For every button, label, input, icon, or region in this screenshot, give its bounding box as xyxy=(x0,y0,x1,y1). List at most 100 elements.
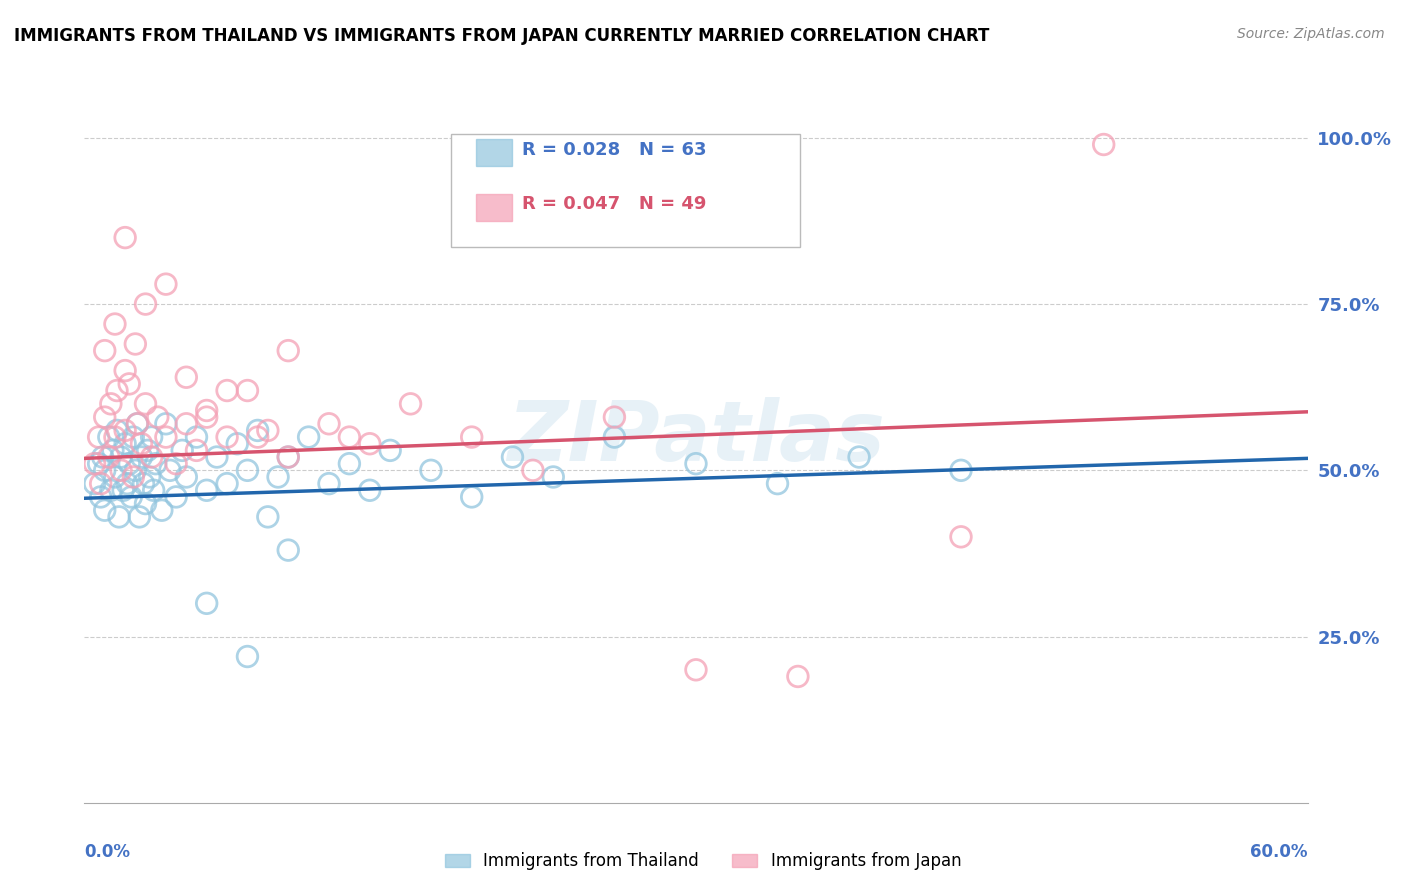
Point xyxy=(97,430,120,444)
Point xyxy=(195,596,218,610)
Point xyxy=(186,443,208,458)
Point xyxy=(120,490,142,504)
Point xyxy=(236,649,259,664)
Bar xyxy=(475,194,513,221)
Point xyxy=(159,463,181,477)
Text: Source: ZipAtlas.com: Source: ZipAtlas.com xyxy=(1237,27,1385,41)
Point xyxy=(685,457,707,471)
Point xyxy=(461,490,484,504)
Point xyxy=(91,450,114,464)
Point xyxy=(83,457,105,471)
Point xyxy=(277,543,299,558)
Point xyxy=(950,530,973,544)
Point xyxy=(461,430,484,444)
Point xyxy=(246,430,269,444)
Point xyxy=(145,457,167,471)
Point xyxy=(83,476,105,491)
Point xyxy=(128,509,150,524)
Point xyxy=(172,443,194,458)
Point xyxy=(135,497,157,511)
Point xyxy=(186,430,208,444)
Point xyxy=(195,403,218,417)
Point xyxy=(114,363,136,377)
Point xyxy=(112,483,135,498)
Point xyxy=(104,317,127,331)
Point xyxy=(93,343,115,358)
Point xyxy=(339,457,361,471)
Point xyxy=(93,503,115,517)
Point xyxy=(359,436,381,450)
Point xyxy=(502,450,524,464)
Point xyxy=(104,470,127,484)
Text: 0.0%: 0.0% xyxy=(84,843,131,861)
Point xyxy=(195,483,218,498)
Text: ZIPatlas: ZIPatlas xyxy=(508,397,884,477)
Text: IMMIGRANTS FROM THAILAND VS IMMIGRANTS FROM JAPAN CURRENTLY MARRIED CORRELATION : IMMIGRANTS FROM THAILAND VS IMMIGRANTS F… xyxy=(14,27,990,45)
Point xyxy=(136,443,159,458)
Point xyxy=(257,509,280,524)
Text: 60.0%: 60.0% xyxy=(1250,843,1308,861)
Point xyxy=(685,663,707,677)
Point xyxy=(105,384,128,398)
Point xyxy=(766,476,789,491)
Point xyxy=(359,483,381,498)
Point xyxy=(110,463,132,477)
Point xyxy=(118,376,141,391)
Point xyxy=(115,476,138,491)
Point xyxy=(950,463,973,477)
Point xyxy=(195,410,218,425)
Point xyxy=(104,430,127,444)
Point xyxy=(110,450,132,464)
Point xyxy=(522,463,544,477)
Point xyxy=(114,424,136,438)
Point xyxy=(246,424,269,438)
Point xyxy=(217,384,239,398)
Point xyxy=(380,443,402,458)
Point xyxy=(93,463,115,477)
Point xyxy=(420,463,443,477)
Point xyxy=(236,463,259,477)
FancyBboxPatch shape xyxy=(451,134,800,247)
Point xyxy=(174,417,197,431)
Point xyxy=(277,450,299,464)
Point xyxy=(848,450,870,464)
Point xyxy=(236,384,259,398)
Point xyxy=(132,476,155,491)
Legend: Immigrants from Thailand, Immigrants from Japan: Immigrants from Thailand, Immigrants fro… xyxy=(444,852,962,871)
Point xyxy=(122,470,145,484)
Point xyxy=(141,430,163,444)
Point xyxy=(127,417,149,431)
Point xyxy=(105,424,128,438)
Point xyxy=(339,430,361,444)
Point xyxy=(257,424,280,438)
Point xyxy=(108,509,131,524)
Point xyxy=(1092,137,1115,152)
Point xyxy=(787,669,810,683)
Point xyxy=(93,410,115,425)
Point xyxy=(141,450,163,464)
Point xyxy=(135,297,157,311)
Point xyxy=(146,410,169,425)
Bar xyxy=(475,138,513,167)
Point xyxy=(124,463,146,477)
Point xyxy=(165,490,187,504)
Point xyxy=(318,476,340,491)
Point xyxy=(155,430,177,444)
Point xyxy=(131,436,153,450)
Point xyxy=(114,230,136,244)
Point xyxy=(603,410,626,425)
Point xyxy=(90,490,112,504)
Point xyxy=(165,457,187,471)
Point xyxy=(298,430,321,444)
Point xyxy=(226,436,249,450)
Point xyxy=(174,470,197,484)
Point xyxy=(122,430,145,444)
Point xyxy=(131,450,153,464)
Point xyxy=(97,450,120,464)
Point xyxy=(90,476,112,491)
Point xyxy=(277,343,299,358)
Text: R = 0.028   N = 63: R = 0.028 N = 63 xyxy=(522,141,707,159)
Point xyxy=(87,430,110,444)
Point xyxy=(399,397,422,411)
Point xyxy=(267,470,290,484)
